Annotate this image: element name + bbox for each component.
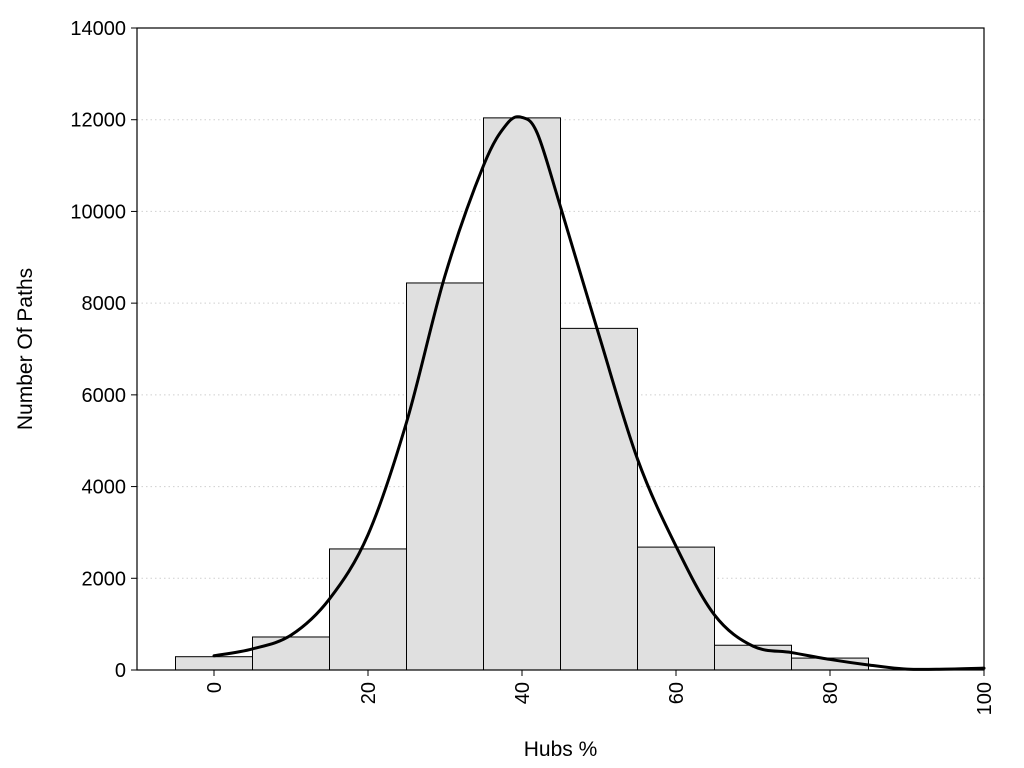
x-tick-label: 20 [358, 682, 380, 704]
y-axis-label: Number Of Paths [14, 268, 37, 430]
x-tick-label: 100 [974, 682, 996, 715]
x-axis-label: Hubs % [524, 738, 598, 761]
y-axis-ticks: 0 2000 4000 6000 8000 10000 12000 14000 [70, 18, 137, 682]
density-curve-layer [212, 115, 986, 671]
x-tick-label: 80 [820, 682, 842, 704]
histogram-bar [483, 117, 561, 671]
histogram-bar [560, 327, 638, 671]
y-tick-label: 10000 [70, 201, 126, 223]
x-tick-label: 40 [512, 682, 534, 704]
x-tick-label: 60 [666, 682, 688, 704]
y-tick-label: 14000 [70, 18, 126, 40]
histogram-bar [637, 546, 715, 671]
x-axis-ticks: 0 20 40 60 80 100 [204, 670, 996, 715]
y-tick-label: 4000 [82, 477, 127, 499]
density-curve [212, 115, 986, 671]
y-tick-label: 6000 [82, 385, 127, 407]
y-tick-label: 8000 [82, 293, 127, 315]
histogram-bars [175, 117, 869, 671]
histogram-bar [714, 644, 792, 671]
y-tick-label: 0 [115, 660, 126, 682]
histogram-bar [406, 282, 484, 671]
x-tick-label: 0 [204, 682, 226, 693]
histogram-bar [252, 636, 330, 671]
histogram-bar [175, 656, 253, 671]
y-tick-label: 2000 [82, 568, 127, 590]
y-tick-label: 12000 [70, 110, 126, 132]
histogram-bar [329, 548, 407, 671]
plot-frame [136, 27, 985, 671]
